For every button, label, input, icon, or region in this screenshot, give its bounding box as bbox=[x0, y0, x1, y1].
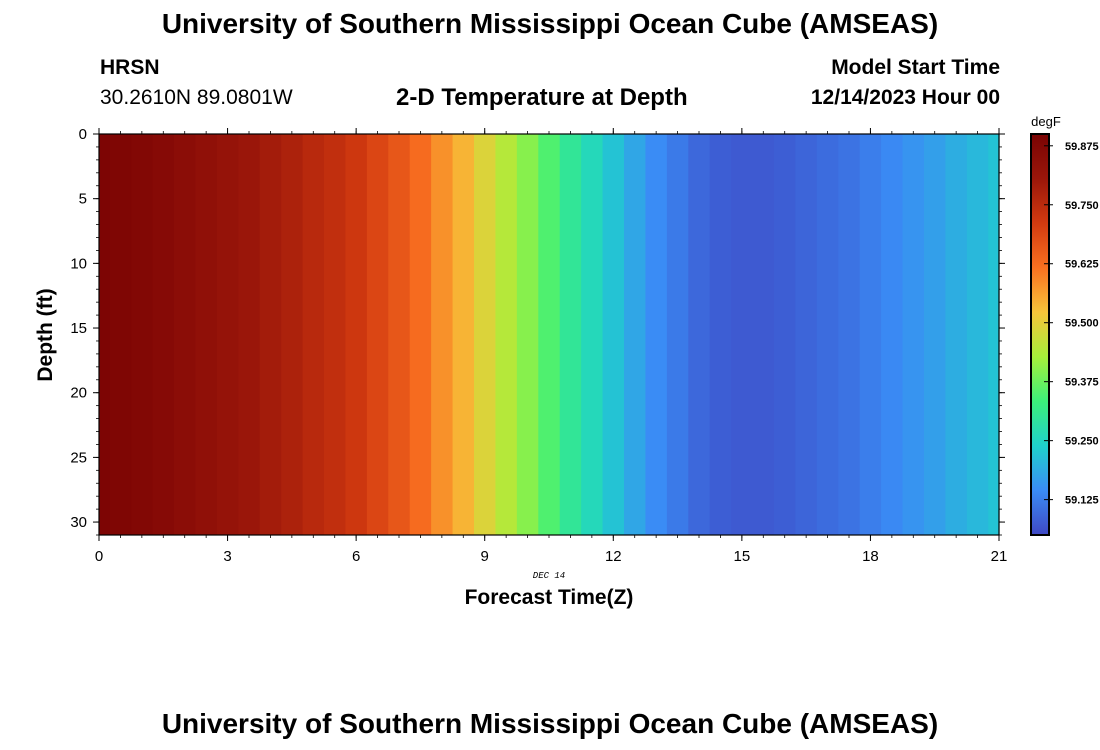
heatmap-column bbox=[388, 134, 411, 535]
heatmap-column bbox=[945, 134, 968, 535]
y-tick-label: 5 bbox=[79, 191, 87, 208]
heatmap-cells bbox=[99, 134, 1000, 535]
heatmap-column bbox=[666, 134, 689, 535]
colorbar: 59.875 59.750 59.625 59.500 59.375 59.250 59.1… bbox=[1030, 133, 1099, 536]
heatmap-column bbox=[859, 134, 882, 535]
heatmap-column bbox=[495, 134, 518, 535]
colorbar-tick-label: 59.750 bbox=[1065, 200, 1099, 212]
heatmap-column bbox=[924, 134, 947, 535]
heatmap-column bbox=[131, 134, 154, 535]
footer-title: University of Southern Mississippi Ocean… bbox=[161, 708, 939, 739]
heatmap-column bbox=[795, 134, 818, 535]
colorbar-tick-label: 59.500 bbox=[1065, 318, 1099, 330]
y-tick-label: 25 bbox=[70, 449, 87, 466]
heatmap-column bbox=[431, 134, 454, 535]
heatmap-column bbox=[474, 134, 497, 535]
heatmap-column bbox=[988, 134, 1000, 535]
heatmap-column bbox=[816, 134, 839, 535]
heatmap-column bbox=[281, 134, 304, 535]
heatmap-column bbox=[259, 134, 282, 535]
colorbar-gradient bbox=[1030, 133, 1050, 536]
heatmap-column bbox=[238, 134, 261, 535]
model-start-value: 12/14/2023 Hour 00 bbox=[810, 86, 1000, 109]
heatmap-column bbox=[881, 134, 904, 535]
colorbar-tick-label: 59.125 bbox=[1065, 495, 1099, 507]
heatmap-column bbox=[409, 134, 432, 535]
heatmap-column bbox=[645, 134, 668, 535]
heatmap-column bbox=[516, 134, 539, 535]
page-title: University of Southern Mississippi Ocean… bbox=[161, 8, 939, 39]
heatmap-column bbox=[452, 134, 475, 535]
y-tick-label: 0 bbox=[79, 126, 87, 143]
y-axis: 0 5 10 15 20 25 30 bbox=[70, 126, 1005, 536]
x-tick-label: 18 bbox=[862, 548, 879, 565]
station-coordinates: 30.2610N 89.0801W bbox=[100, 86, 293, 109]
heatmap-column bbox=[966, 134, 989, 535]
x-tick-label: 15 bbox=[734, 548, 751, 565]
x-tick-label: 6 bbox=[352, 548, 360, 565]
colorbar-tick-label: 59.875 bbox=[1065, 141, 1099, 153]
heatmap-column bbox=[324, 134, 347, 535]
heatmap-column bbox=[602, 134, 625, 535]
x-tick-label: 9 bbox=[481, 548, 489, 565]
y-axis-title: Depth (ft) bbox=[34, 288, 57, 381]
heatmap-column bbox=[624, 134, 647, 535]
heatmap-column bbox=[152, 134, 175, 535]
model-start-label: Model Start Time bbox=[831, 56, 1000, 79]
x-tick-label: 12 bbox=[605, 548, 622, 565]
y-tick-label: 20 bbox=[70, 385, 87, 402]
heatmap-column bbox=[345, 134, 368, 535]
heatmap-column bbox=[366, 134, 389, 535]
heatmap-column bbox=[752, 134, 775, 535]
heatmap-column bbox=[174, 134, 197, 535]
heatmap-column bbox=[109, 134, 132, 535]
heatmap-column bbox=[195, 134, 218, 535]
heatmap-column bbox=[688, 134, 711, 535]
heatmap-column bbox=[216, 134, 239, 535]
heatmap-column bbox=[538, 134, 561, 535]
plot-title: 2-D Temperature at Depth bbox=[396, 84, 688, 111]
heatmap-column bbox=[774, 134, 797, 535]
heatmap-column bbox=[302, 134, 325, 535]
y-tick-label: 10 bbox=[70, 255, 87, 272]
colorbar-tick-label: 59.625 bbox=[1065, 259, 1099, 271]
colorbar-tick-label: 59.250 bbox=[1065, 436, 1099, 448]
heatmap-column bbox=[99, 134, 111, 535]
heatmap-column bbox=[731, 134, 754, 535]
x-axis-title: Forecast Time(Z) bbox=[465, 586, 634, 609]
colorbar-tick-label: 59.375 bbox=[1065, 377, 1099, 389]
y-tick-label: 15 bbox=[70, 320, 87, 337]
heatmap-column bbox=[838, 134, 861, 535]
date-label: DEC 14 bbox=[533, 571, 565, 581]
y-tick-label: 30 bbox=[70, 514, 87, 531]
x-tick-label: 0 bbox=[95, 548, 103, 565]
heatmap-column bbox=[559, 134, 582, 535]
x-tick-label: 3 bbox=[223, 548, 231, 565]
x-tick-label: 21 bbox=[991, 548, 1008, 565]
heatmap-column bbox=[902, 134, 925, 535]
colorbar-unit: degF bbox=[1031, 114, 1061, 129]
heatmap-column bbox=[709, 134, 732, 535]
station-name: HRSN bbox=[100, 56, 160, 79]
heatmap-column bbox=[581, 134, 604, 535]
